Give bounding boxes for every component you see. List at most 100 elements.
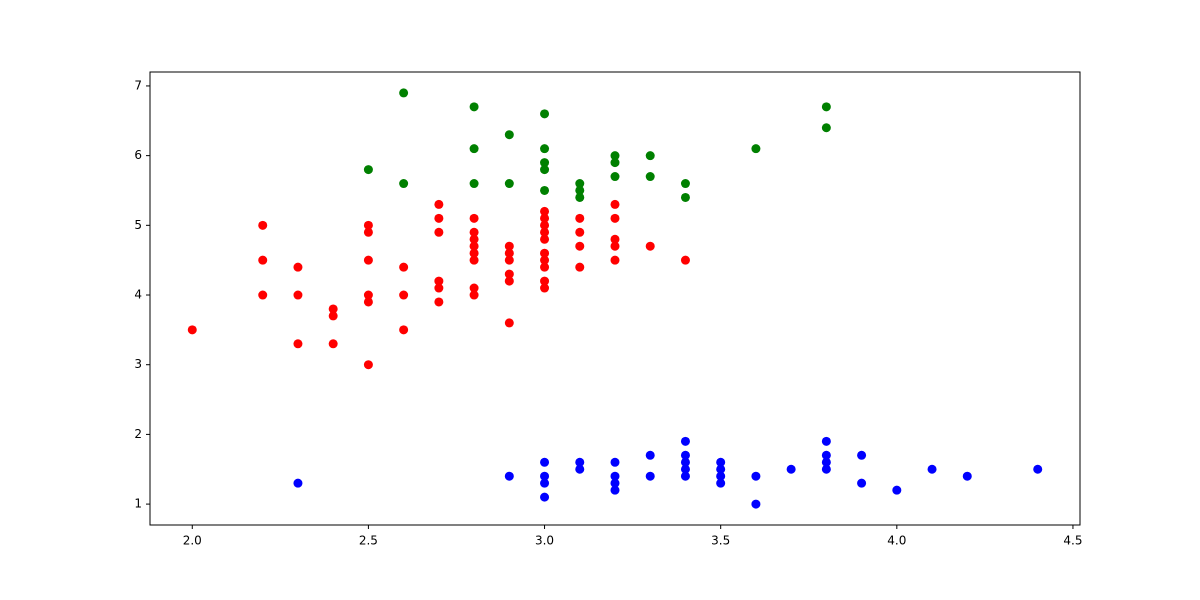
x-tick-label: 3.0: [535, 534, 554, 548]
point: [575, 213, 585, 223]
point: [680, 464, 690, 474]
point: [610, 457, 620, 467]
point: [575, 262, 585, 272]
plot-frame: [149, 71, 1081, 526]
point: [258, 255, 268, 265]
point: [469, 227, 479, 237]
point: [540, 206, 550, 216]
point: [258, 220, 268, 230]
point: [610, 172, 620, 182]
point: [399, 325, 409, 335]
point: [751, 471, 761, 481]
point: [469, 179, 479, 189]
x-tick-label: 4.5: [1063, 534, 1082, 548]
point: [716, 478, 726, 488]
point: [434, 276, 444, 286]
point: [540, 213, 550, 223]
point: [540, 492, 550, 502]
point: [540, 220, 550, 230]
point: [610, 485, 620, 495]
point: [716, 464, 726, 474]
point: [504, 269, 514, 279]
point: [751, 144, 761, 154]
point: [821, 436, 831, 446]
point: [645, 151, 655, 161]
point: [504, 241, 514, 251]
point: [504, 318, 514, 328]
point: [469, 255, 479, 265]
point: [540, 478, 550, 488]
point: [786, 464, 796, 474]
point: [716, 471, 726, 481]
point: [892, 485, 902, 495]
y-tick-label: 7: [134, 78, 142, 92]
point: [504, 130, 514, 140]
point: [363, 165, 373, 175]
point: [716, 457, 726, 467]
point: [610, 478, 620, 488]
point: [363, 290, 373, 300]
point: [680, 450, 690, 460]
x-tick-label: 2.0: [183, 534, 202, 548]
point: [645, 471, 655, 481]
point: [540, 234, 550, 244]
point: [575, 192, 585, 202]
point: [540, 227, 550, 237]
point: [258, 290, 268, 300]
point: [645, 172, 655, 182]
x-tick-label: 2.5: [359, 534, 378, 548]
point: [575, 227, 585, 237]
point: [469, 102, 479, 112]
point: [680, 457, 690, 467]
point: [434, 283, 444, 293]
point: [857, 450, 867, 460]
y-tick-label: 2: [134, 427, 142, 441]
point: [363, 220, 373, 230]
point: [469, 234, 479, 244]
point: [610, 241, 620, 251]
point: [540, 185, 550, 195]
point: [399, 262, 409, 272]
point: [469, 248, 479, 258]
point: [540, 248, 550, 258]
point: [399, 88, 409, 98]
point: [469, 241, 479, 251]
point: [821, 457, 831, 467]
point: [328, 339, 338, 349]
point: [575, 241, 585, 251]
point: [540, 262, 550, 272]
point: [328, 304, 338, 314]
point: [821, 123, 831, 133]
point: [645, 450, 655, 460]
point: [504, 255, 514, 265]
point: [610, 213, 620, 223]
point: [504, 179, 514, 189]
point: [399, 290, 409, 300]
x-tick-label: 4.0: [887, 534, 906, 548]
point: [540, 276, 550, 286]
point: [434, 199, 444, 209]
point: [540, 158, 550, 168]
point: [540, 255, 550, 265]
point: [540, 457, 550, 467]
y-tick-label: 5: [134, 218, 142, 232]
point: [540, 471, 550, 481]
y-tick-label: 3: [134, 357, 142, 371]
point: [434, 227, 444, 237]
point: [680, 255, 690, 265]
point: [540, 283, 550, 293]
point: [434, 297, 444, 307]
point: [1033, 464, 1043, 474]
point: [821, 450, 831, 460]
plot-area: [150, 72, 1080, 525]
point: [575, 179, 585, 189]
point: [363, 227, 373, 237]
point: [575, 457, 585, 467]
point: [540, 165, 550, 175]
point: [575, 464, 585, 474]
point: [575, 185, 585, 195]
point: [857, 478, 867, 488]
point: [363, 297, 373, 307]
point: [293, 339, 303, 349]
point: [610, 471, 620, 481]
